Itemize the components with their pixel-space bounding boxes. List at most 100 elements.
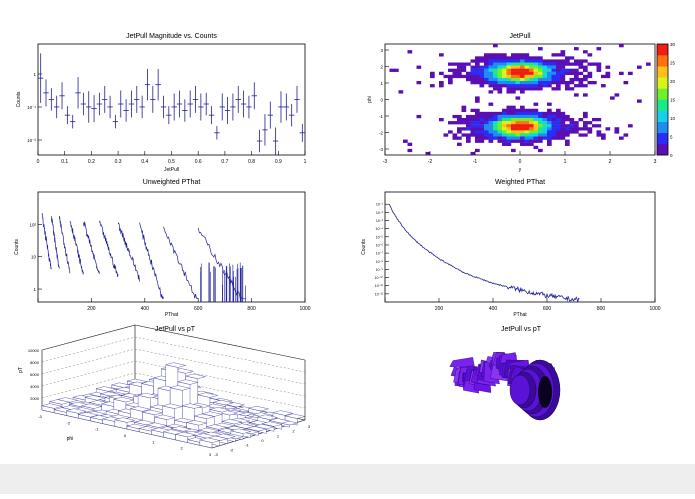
chart2-cell [538, 59, 543, 63]
chart2-cell [556, 81, 561, 85]
chart2-cell [511, 130, 516, 134]
chart2-cell [506, 124, 512, 128]
chart2-cell [529, 130, 534, 134]
chart3-series-segment [83, 221, 100, 274]
chart2-cell [583, 127, 588, 131]
chart2-cell [529, 59, 534, 63]
chart2-cell [520, 133, 525, 137]
chart3-xtick-label: 800 [247, 306, 256, 312]
chart2-cell [506, 136, 512, 140]
chart2-cell [520, 121, 525, 125]
chart5-ztick-label: 10000 [28, 348, 40, 353]
chart2-cell [524, 114, 530, 119]
chart2-cell [511, 90, 516, 94]
chart2-cell [502, 68, 507, 72]
chart2-cell [506, 127, 512, 131]
chart2-cell [506, 68, 512, 72]
chart2-cell [506, 62, 512, 66]
chart2-cell [560, 114, 566, 119]
chart2-cell [533, 77, 539, 82]
chart2-cell [551, 74, 557, 79]
chart2-cell [466, 74, 471, 79]
chart2-cell [560, 136, 566, 140]
chart2-cell [470, 65, 476, 69]
chart2-cell [529, 114, 534, 119]
chart2-cell [475, 111, 480, 116]
chart2-cell [601, 136, 606, 140]
chart2-cell [538, 47, 543, 51]
chart2-cell [574, 71, 579, 76]
chart2-cell [551, 77, 557, 82]
chart2-cell [448, 74, 453, 79]
chart2-cell [569, 71, 575, 76]
chart2-cell [497, 87, 503, 91]
chart2-cell [587, 62, 593, 66]
chart2-cell [529, 56, 534, 60]
chart2-cell [520, 105, 525, 109]
chart2-cell [574, 59, 579, 63]
chart5-bar-top [85, 395, 106, 401]
chart2-cell [533, 127, 539, 131]
chart2-cell [506, 81, 512, 85]
chart2-cell [488, 121, 494, 125]
chart2-cell [475, 62, 480, 66]
chart5-bar-top [205, 403, 226, 409]
bottom-band [0, 464, 695, 494]
chart2-cell [493, 133, 498, 137]
chart5-top-edge [134, 324, 306, 361]
chart2-cell [470, 77, 476, 82]
chart2-cell [547, 81, 552, 85]
chart2-cell [614, 93, 620, 97]
chart6-surface [449, 352, 561, 421]
chart2-cell [569, 56, 575, 60]
chart2-cell [493, 68, 498, 72]
chart2-cell [506, 74, 512, 79]
chart2-cell [551, 121, 557, 125]
chart2-cell [515, 81, 521, 85]
chart2-cell [452, 133, 458, 137]
chart2-cell [560, 127, 566, 131]
chart2-cell [479, 74, 485, 79]
chart5-bar-top [206, 424, 227, 430]
chart2-cell [533, 121, 539, 125]
chart2-cell [556, 74, 561, 79]
chart3-frame [37, 191, 306, 303]
chart2-cell [524, 133, 530, 137]
chart2-cell [475, 133, 480, 137]
chart2-cell [515, 96, 521, 100]
chart2-cell [524, 84, 530, 88]
chart5-bar-top [146, 422, 167, 428]
chart5-gridline [41, 348, 136, 375]
chart2-cell [502, 121, 507, 125]
chart2-cell [529, 81, 534, 85]
chart5-ytick-label: 3 [308, 424, 311, 429]
chart2-cell [596, 65, 602, 69]
chart2-cell [439, 71, 444, 76]
chart2-cell [515, 59, 521, 63]
chart2-cell [511, 53, 516, 57]
chart2-cell [583, 124, 588, 128]
chart2-cell [520, 139, 525, 143]
chart2-cell [484, 81, 489, 85]
chart2-cell [524, 124, 530, 128]
chart2-cell [515, 130, 521, 134]
chart2-cell [551, 53, 557, 57]
chart2-cell [569, 118, 575, 122]
chart2-cell [407, 148, 413, 153]
chart2-cell [569, 62, 575, 66]
chart2-cell [556, 71, 561, 76]
chart2-cell [587, 127, 593, 131]
chart2-cell [520, 136, 525, 140]
chart2-cell [538, 87, 543, 91]
chart2-cell [488, 77, 494, 82]
chart3-series-segment [139, 222, 164, 299]
chart3-series-segment [59, 215, 71, 274]
chart1-xtick-label: 0.7 [221, 159, 228, 165]
chart2-cell [556, 127, 561, 131]
chart2-cell [524, 53, 530, 57]
chart2-cell [592, 81, 597, 85]
chart2-cell [529, 127, 534, 131]
chart2-cell [497, 62, 503, 66]
chart2-cell [574, 74, 579, 79]
chart2-cell [470, 133, 476, 137]
